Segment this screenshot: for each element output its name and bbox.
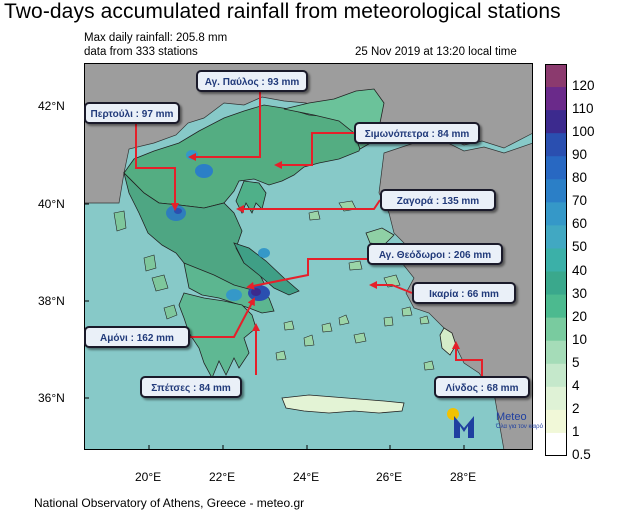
callout-ag-theodoroi: Αγ. Θεόδωροι : 206 mm: [367, 243, 503, 265]
colorbar-segment: [545, 248, 567, 273]
footer-credit: National Observatory of Athens, Greece -…: [34, 496, 305, 510]
ionian-islands: [113, 210, 178, 320]
arrow-ag-pavlos: [188, 89, 261, 161]
callout-spetses: Σπέτσες : 84 mm: [140, 376, 242, 398]
colorbar-segment: [545, 271, 567, 296]
colorbar-label: 60: [572, 216, 588, 232]
arrow-amoni: [190, 297, 255, 338]
colorbar-label: 2: [572, 400, 580, 416]
callout-lindos: Λίνδος : 68 mm: [434, 376, 530, 398]
arrow-ikaria: [369, 281, 413, 294]
station-count: data from 333 stations: [84, 46, 198, 58]
lon-label-20: 20°E: [135, 470, 162, 484]
colorbar-segment: [545, 317, 567, 342]
lat-label-36: 36°N: [38, 391, 65, 405]
colorbar-label: 1: [572, 423, 580, 439]
colorbar-label: 110: [572, 101, 594, 117]
colorbar-segment: [545, 202, 567, 226]
callout-amoni: Αμόνι : 162 mm: [84, 326, 190, 348]
callout-pertouli: Περτούλι : 97 mm: [84, 102, 180, 124]
colorbar-label: 0.5: [572, 447, 591, 462]
colorbar-segment: [545, 340, 567, 365]
colorbar-label: 120: [572, 78, 595, 94]
max-daily-rainfall: Max daily rainfall: 205.8 mm: [84, 32, 228, 44]
colorbar-segment: [545, 409, 567, 434]
logo-name: Meteo: [496, 411, 527, 423]
callout-ikaria: Ικαρία : 66 mm: [412, 282, 516, 304]
colorbar-segment: [545, 110, 567, 134]
colorbar-segment: [545, 386, 567, 411]
colorbar-segment: [545, 179, 567, 203]
arrow-simonopetra: [274, 132, 354, 169]
colorbar: [545, 64, 567, 456]
colorbar-label: 70: [572, 193, 588, 209]
crete: [281, 394, 405, 414]
callout-zagora: Ζαγορά : 135 mm: [380, 189, 496, 211]
colorbar-label: 4: [572, 377, 580, 393]
colorbar-segment: [545, 87, 567, 111]
colorbar-frame: [545, 64, 567, 456]
colorbar-label: 10: [572, 331, 588, 347]
colorbar-segment: [545, 225, 567, 249]
colorbar-segment: [545, 64, 567, 88]
evia: [233, 242, 300, 296]
colorbar-label: 20: [572, 308, 588, 324]
colorbar-segment: [545, 156, 567, 180]
lon-label-24: 24°E: [293, 470, 320, 484]
logo-tagline: Όλα για τον καιρό: [496, 424, 543, 430]
colorbar-label: 5: [572, 354, 580, 370]
lat-label-42: 42°N: [38, 99, 65, 113]
arrow-zagora: [236, 199, 381, 213]
lon-label-22: 22°E: [209, 470, 236, 484]
timestamp: 25 Nov 2019 at 13:20 local time: [355, 46, 517, 58]
callout-simonopetra: Σιμωνόπετρα : 84 mm: [354, 122, 480, 144]
arrow-pertouli: [135, 123, 179, 211]
colorbar-label: 40: [572, 262, 588, 278]
arrow-lindos: [452, 341, 483, 376]
colorbar-segment: [545, 294, 567, 319]
map-frame: [84, 63, 533, 450]
callout-arrows: [135, 89, 483, 376]
meteo-logo: [447, 408, 474, 438]
colorbar-segment: [545, 133, 567, 157]
colorbar-label: 50: [572, 239, 588, 255]
axis-ticks: [84, 105, 465, 450]
colorbar-label: 100: [572, 124, 595, 140]
lon-label-26: 26°E: [376, 470, 403, 484]
colorbar-label: 80: [572, 170, 588, 186]
colorbar-label: 30: [572, 285, 588, 301]
lon-label-28: 28°E: [450, 470, 477, 484]
callout-ag-pavlos: Αγ. Παύλος : 93 mm: [196, 70, 308, 92]
colorbar-segment: [545, 432, 567, 456]
colorbar-segment: [545, 363, 567, 388]
colorbar-label: 90: [572, 147, 588, 163]
lat-label-40: 40°N: [38, 197, 65, 211]
arrow-ag-theodoroi: [246, 258, 367, 290]
lesbos: [365, 227, 395, 246]
map-title: Two-days accumulated rainfall from meteo…: [4, 0, 561, 23]
lat-label-38: 38°N: [38, 294, 65, 308]
